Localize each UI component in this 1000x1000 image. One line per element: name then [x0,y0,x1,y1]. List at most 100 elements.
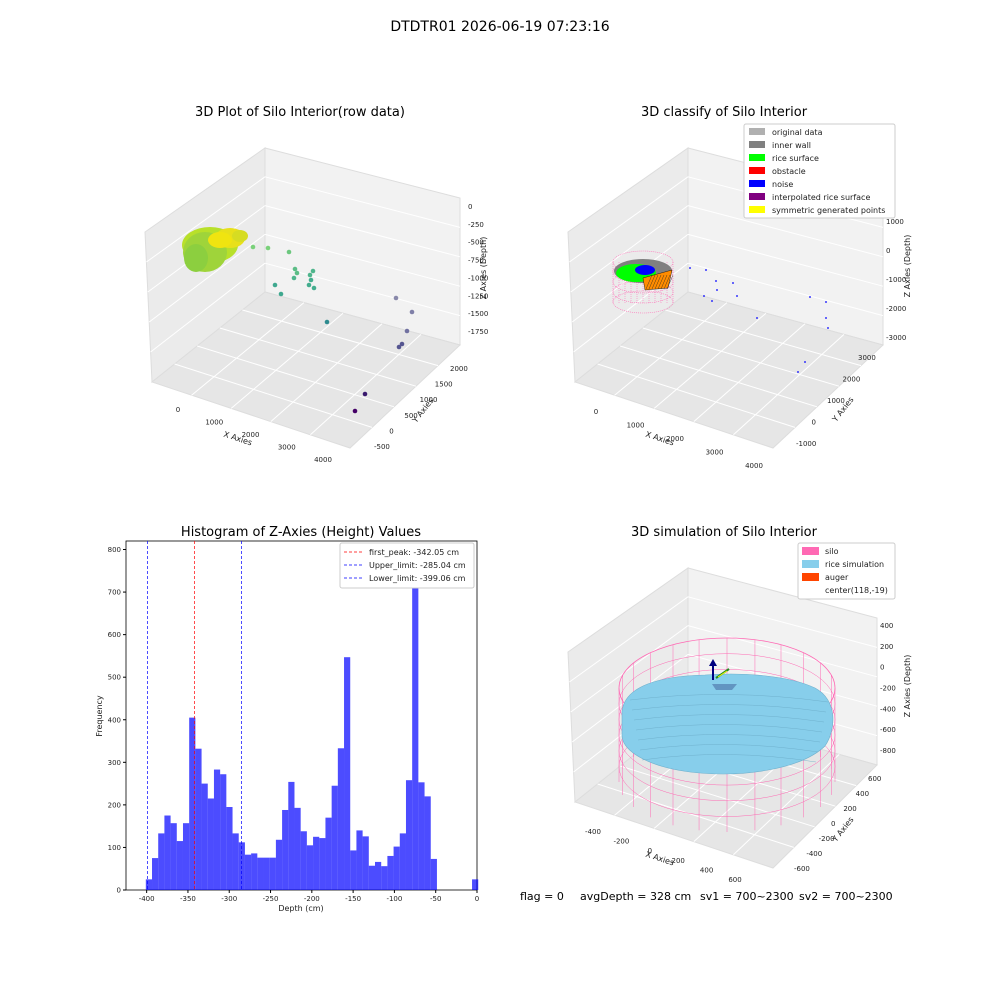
histogram-ylabel: Frequency [95,695,104,737]
p1-surface-blob [208,232,232,248]
p1-y-tick-label: 1500 [435,381,453,389]
p2-z-tick-label: -2000 [886,305,906,313]
histogram-bar [430,858,437,890]
p4-grid-line [597,783,794,848]
p4-auger-arrow [709,659,717,666]
p4-z-tick-label: 200 [880,643,893,651]
p4-legend-swatch [802,573,819,581]
p4-legend-label: center(118,-19) [825,586,888,595]
p4-y-tick-label: 200 [843,805,856,813]
histogram-xtick-label: -100 [386,895,402,903]
p1-y-tick-label: -500 [374,443,390,451]
p4-y-tick-label: -400 [806,850,822,858]
p2-y-tick-label: 0 [812,419,816,427]
p1-y-tick-label: 1000 [420,396,438,404]
histogram-bar [220,774,227,890]
histogram-bar [195,748,202,890]
histogram-plot: -400 -350 -300 -250 -200 -150 -100 -50 0 0 100 200 3… [108,540,479,903]
p4-legend-swatch [802,547,819,555]
p4-grid-line [687,596,878,648]
p2-grid-line [687,233,884,287]
p4-z-tick-label: -600 [880,726,896,734]
p1-grid-line [270,323,383,422]
footer-flag: flag = 0 [520,890,564,903]
histogram-bar [176,841,183,890]
p2-noise-point [715,280,717,282]
p1-data-point [404,328,410,334]
p2-x-tick-label: 2000 [666,435,684,443]
histogram-xtick-label: 0 [475,895,479,903]
histogram-ytick-label: 800 [108,546,121,554]
p2-obstacle-hatched [642,269,673,291]
p1-y-tick-label: 0 [389,427,393,435]
p4-x-tick-label: -400 [585,828,601,836]
p1-grid-line [219,327,417,387]
p2-grid-line [620,345,818,408]
p1-z-tick-label: -1500 [468,310,488,318]
histogram-ytick-label: 300 [108,759,121,767]
p4-rice-mesh [629,694,829,703]
p2-noise-point [756,317,758,319]
p1-data-point [286,249,292,255]
histogram-bar [158,833,165,890]
histogram-bar [182,823,190,890]
p2-legend-label: interpolated rice surface [772,193,870,202]
histogram-bar [325,817,332,890]
p2-grid-line [687,262,884,317]
p2-z-tick-label: 1000 [886,218,904,226]
p4-rice-mesh [635,724,823,733]
histogram-bar [344,657,351,890]
p1-z-tick-label: -1000 [468,274,488,282]
p2-noise-point [804,361,806,363]
histogram-xtick-label: -350 [180,895,196,903]
p1-grid-line [197,345,395,408]
p2-grid-line [570,205,689,293]
p4-rice-mesh [639,744,819,753]
p1-zlabel: Z Axies (Depth) [479,237,488,300]
p4-z-tick-label: -200 [880,685,896,693]
p2-obstacle-hatch [654,274,662,290]
histogram-ytick-label: 500 [108,674,121,682]
p1-data-point [409,309,415,315]
panel-sim-objects [618,637,836,832]
panel-raw-axes: 01000200030004000-50005001000150020000-2… [144,147,488,464]
panel-classify-legend: original data inner wall rice surface obsta… [743,123,896,219]
p1-grid-line [191,302,305,396]
histogram-bar [331,785,338,890]
p1-grid-line [148,234,266,323]
p2-obstacle-hatch [663,274,671,290]
p2-x-tick-label: 0 [594,408,598,416]
histogram-legend-label: Lower_limit: -399.06 cm [369,574,466,583]
histogram-xtick-label: -250 [263,895,279,903]
p4-rice-simulation [621,673,834,775]
histogram-bar [275,839,283,890]
p2-y-tick-label: 3000 [858,354,876,362]
histogram-bar [300,831,307,890]
p2-grid-line [597,363,796,428]
p2-obstacle-hatch [666,274,674,290]
histogram-bar [472,879,479,890]
p2-legend-swatch [749,154,765,161]
p4-x-tick-label: 0 [648,847,652,855]
histogram-bar [201,783,208,890]
p2-y-tick-label: 2000 [843,376,861,384]
p2-obstacle-hatch [660,274,668,290]
histogram-bar [152,858,159,890]
footer-avg-depth: avgDepth = 328 cm [580,890,691,903]
p4-grid-line [620,765,815,828]
p1-grid-line [174,363,373,428]
p2-legend-swatch [749,193,765,200]
p4-z-tick-label: -400 [880,705,896,713]
p4-legend-label: auger [825,573,849,582]
p4-center-marker-highlight [717,670,728,678]
histogram-bar [244,854,252,890]
p1-data-point [306,282,312,288]
histogram-bar [189,717,196,890]
p2-x-tick-label: 1000 [627,422,645,430]
p1-grid-line [230,312,344,409]
p2-legend-frame [743,123,896,219]
p4-rice-mesh [631,704,827,713]
p4-xlabel: X Axies [644,850,675,868]
p2-noise-cluster [635,265,655,275]
p1-x-tick-label: 1000 [205,419,223,427]
